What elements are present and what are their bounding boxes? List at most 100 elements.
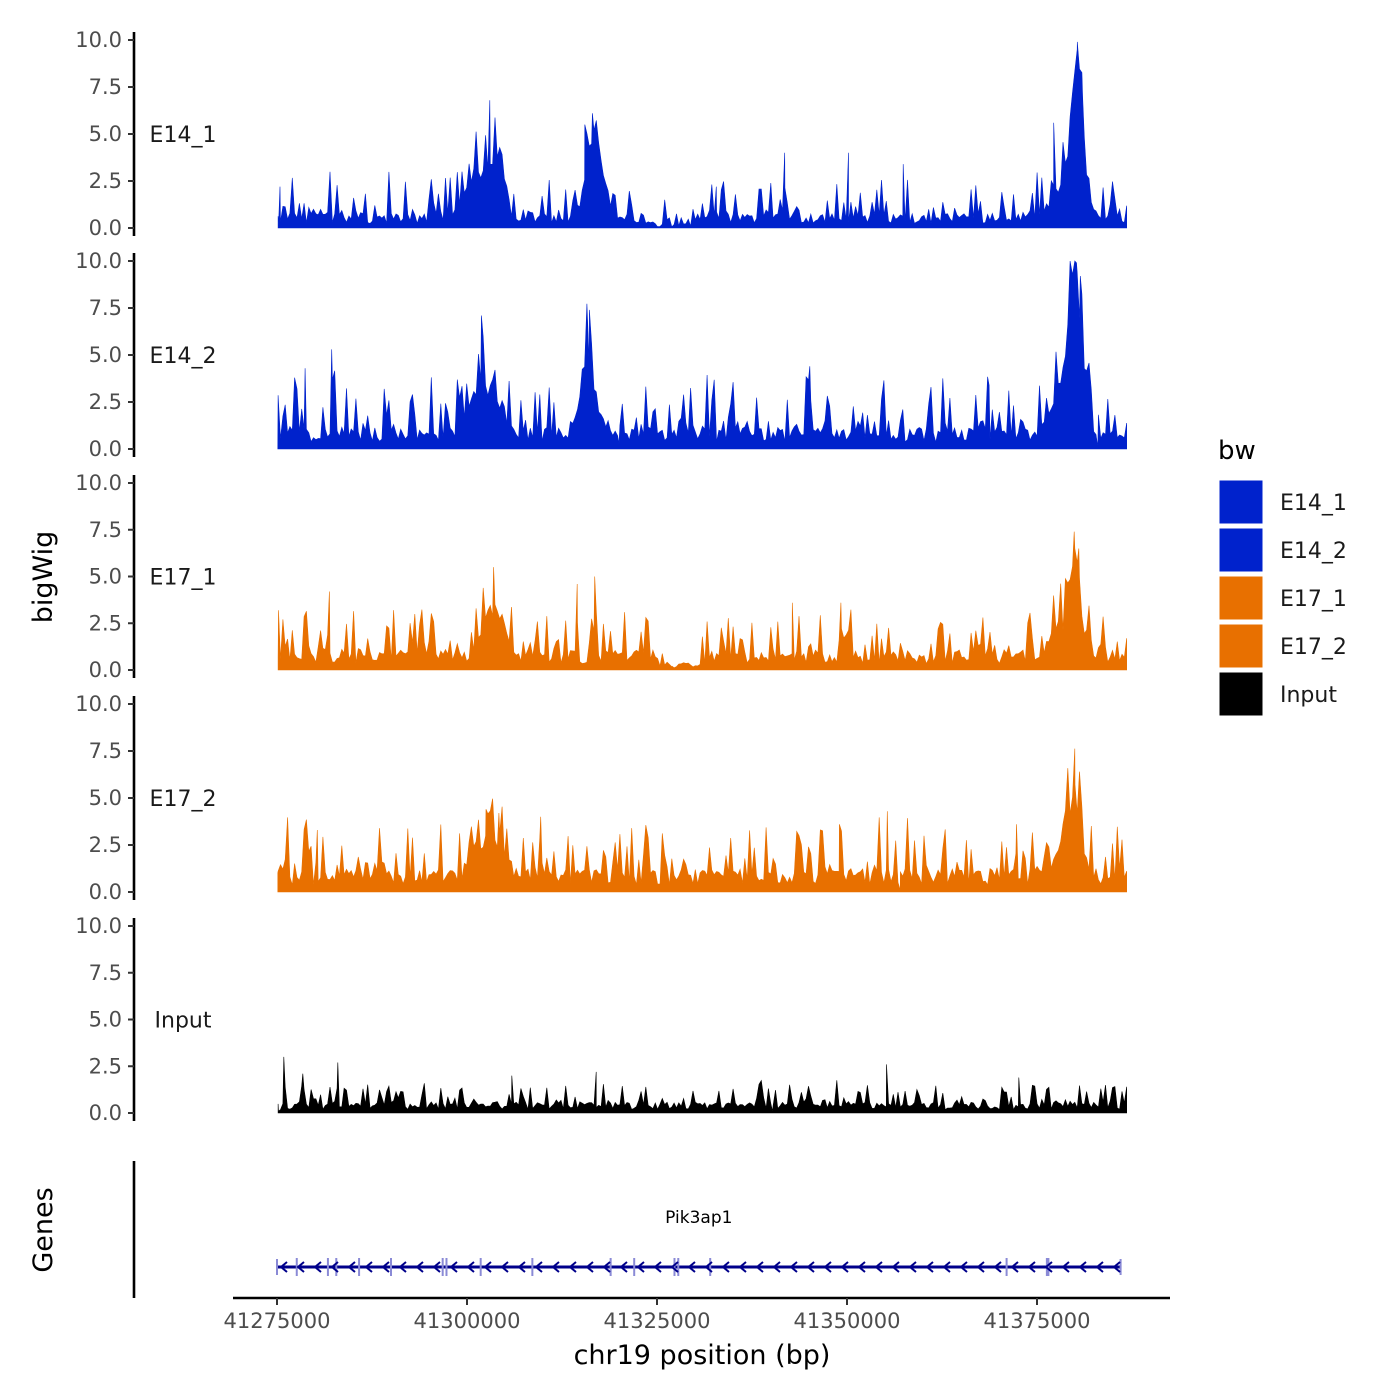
track-label: E14_2 — [150, 344, 217, 369]
strand-arrow-icon — [1112, 1261, 1121, 1273]
strand-arrow-icon — [653, 1261, 662, 1273]
y-tick-label: 2.5 — [89, 390, 122, 414]
strand-arrow-icon — [993, 1261, 1002, 1273]
strand-arrow-icon — [1095, 1261, 1104, 1273]
y-tick-label: 0.0 — [89, 216, 122, 240]
legend: bw E14_1 E14_2 E17_1 E17_2 Input — [1218, 436, 1347, 717]
strand-arrow-icon — [806, 1261, 815, 1273]
strand-arrow-icon — [313, 1261, 322, 1273]
strand-arrow-icon — [602, 1261, 611, 1273]
y-tick-label: 10.0 — [75, 471, 122, 495]
legend-label-E17_1: E17_1 — [1280, 587, 1347, 612]
strand-arrow-icon — [415, 1261, 424, 1273]
genes-axis-title: Genes — [28, 1187, 59, 1272]
strand-arrow-icon — [432, 1261, 441, 1273]
y-tick-label: 7.5 — [89, 518, 122, 542]
strand-arrow-icon — [398, 1261, 407, 1273]
strand-arrow-icon — [687, 1261, 696, 1273]
y-tick-label: 7.5 — [89, 739, 122, 763]
x-axis-title: chr19 position (bp) — [574, 1340, 831, 1371]
strand-arrow-icon — [857, 1261, 866, 1273]
strand-arrow-icon — [823, 1261, 832, 1273]
strand-arrow-icon — [347, 1261, 356, 1273]
strand-arrow-icon — [483, 1261, 492, 1273]
strand-arrow-icon — [551, 1261, 560, 1273]
y-tick-label: 2.5 — [89, 611, 122, 635]
y-tick-label: 5.0 — [89, 786, 122, 810]
y-tick-label: 5.0 — [89, 565, 122, 589]
legend-swatch-E14_1 — [1218, 479, 1264, 525]
x-axis: 41275000 41300000 41325000 41350000 41375000 — [224, 1296, 1170, 1333]
x-tick-label: 41275000 — [224, 1309, 331, 1333]
x-tick-label: 41300000 — [414, 1309, 521, 1333]
legend-label-E17_2: E17_2 — [1280, 635, 1347, 660]
legend-label-E14_1: E14_1 — [1280, 491, 1347, 516]
strand-arrow-icon — [1044, 1261, 1053, 1273]
strand-arrow-icon — [466, 1261, 475, 1273]
y-axis-title: bigWig — [28, 531, 59, 624]
y-tick-label: 5.0 — [89, 122, 122, 146]
strand-arrow-icon — [959, 1261, 968, 1273]
strand-arrow-icon — [874, 1261, 883, 1273]
strand-arrow-icon — [279, 1261, 288, 1273]
track-label: E17_1 — [150, 566, 217, 591]
legend-label-E14_2: E14_2 — [1280, 539, 1347, 564]
strand-arrow-icon — [330, 1261, 339, 1273]
legend-swatch-E17_2 — [1218, 623, 1264, 669]
y-tick-label: 2.5 — [89, 169, 122, 193]
strand-arrow-icon — [619, 1261, 628, 1273]
track-label: Input — [155, 1009, 212, 1034]
strand-arrow-icon — [1010, 1261, 1019, 1273]
strand-arrow-icon — [738, 1261, 747, 1273]
signal-tracks: 0.0 2.5 5.0 7.5 10.0 E14_1 0.0 2.5 5.0 7.5 10.0 E14… — [75, 28, 1127, 1125]
y-tick-label: 0.0 — [89, 880, 122, 904]
strand-arrow-icon — [925, 1261, 934, 1273]
strand-arrow-icon — [449, 1261, 458, 1273]
strand-arrow-icon — [670, 1261, 679, 1273]
y-tick-label: 10.0 — [75, 692, 122, 716]
y-tick-label: 7.5 — [89, 961, 122, 985]
y-tick-label: 0.0 — [89, 1101, 122, 1125]
strand-arrow-icon — [840, 1261, 849, 1273]
y-tick-label: 7.5 — [89, 75, 122, 99]
y-tick-label: 0.0 — [89, 658, 122, 682]
signal-area-E14_1 — [277, 41, 1127, 229]
strand-arrow-icon — [517, 1261, 526, 1273]
signal-area-E17_1 — [277, 531, 1127, 671]
x-tick-label: 41350000 — [794, 1309, 901, 1333]
signal-area-E17_2 — [277, 748, 1127, 893]
legend-swatch-E14_2 — [1218, 527, 1264, 573]
signal-area-Input — [277, 1056, 1127, 1114]
strand-arrow-icon — [636, 1261, 645, 1273]
gene-track: Pik3ap1 — [132, 1161, 1122, 1298]
strand-arrow-icon — [1078, 1261, 1087, 1273]
strand-arrow-icon — [721, 1261, 730, 1273]
strand-arrow-icon — [568, 1261, 577, 1273]
y-tick-label: 2.5 — [89, 833, 122, 857]
strand-arrow-icon — [772, 1261, 781, 1273]
track-label: E14_1 — [150, 123, 217, 148]
strand-arrow-icon — [296, 1261, 305, 1273]
legend-label-Input: Input — [1280, 683, 1337, 708]
strand-arrow-icon — [585, 1261, 594, 1273]
signal-area-E14_2 — [277, 260, 1127, 450]
strand-arrow-icon — [500, 1261, 509, 1273]
legend-swatch-E17_1 — [1218, 575, 1264, 621]
strand-arrow-icon — [364, 1261, 373, 1273]
y-tick-label: 0.0 — [89, 437, 122, 461]
y-tick-label: 5.0 — [89, 343, 122, 367]
strand-arrow-icon — [1061, 1261, 1070, 1273]
y-tick-label: 2.5 — [89, 1054, 122, 1078]
strand-arrow-icon — [381, 1261, 390, 1273]
y-tick-label: 10.0 — [75, 249, 122, 273]
legend-swatch-Input — [1218, 671, 1264, 717]
y-tick-label: 10.0 — [75, 914, 122, 938]
strand-arrow-icon — [976, 1261, 985, 1273]
x-tick-label: 41325000 — [604, 1309, 711, 1333]
y-tick-label: 10.0 — [75, 28, 122, 52]
track-E14_1: 0.0 2.5 5.0 7.5 10.0 E14_1 — [75, 28, 1127, 240]
track-E14_2: 0.0 2.5 5.0 7.5 10.0 E14_2 — [75, 249, 1127, 461]
track-E17_1: 0.0 2.5 5.0 7.5 10.0 E17_1 — [75, 471, 1127, 682]
x-tick-label: 41375000 — [984, 1309, 1091, 1333]
